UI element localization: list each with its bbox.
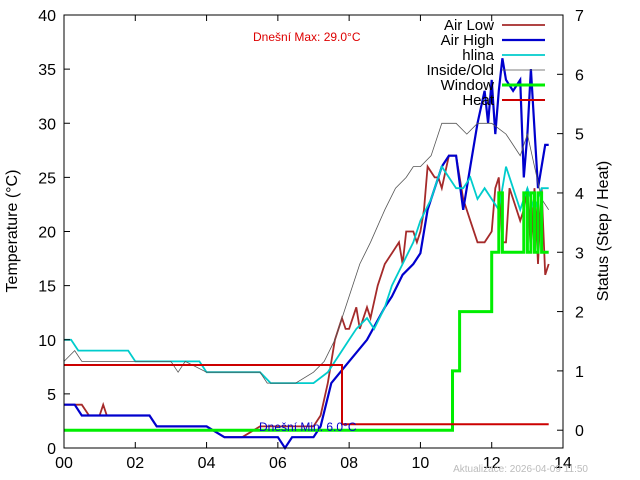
series-line-inside-old [63, 122, 550, 384]
min-temp-label: Dnešní Min: 6.0°C [259, 420, 357, 434]
x-tick-label: 14 [554, 455, 572, 472]
max-temp-label: Dnešní Max: 29.0°C [253, 30, 361, 44]
y-tick-label: 10 [38, 333, 56, 350]
x-tick-label: 12 [483, 455, 501, 472]
x-tick-label: 08 [340, 455, 358, 472]
update-timestamp: Aktualizace: 2026-04-09 11:50 [453, 464, 588, 475]
y-tick-label: 30 [38, 116, 56, 133]
y-tick-label: 5 [47, 387, 56, 404]
legend-label-inside-old: Inside/Old [426, 62, 494, 79]
y2-tick-label: 5 [575, 127, 584, 144]
y-tick-label: 35 [38, 62, 56, 79]
y-tick-label: 25 [38, 170, 56, 187]
y2-tick-label: 3 [575, 245, 584, 262]
series-line-heat [64, 364, 549, 426]
legend-label-air-high: Air High [441, 32, 494, 49]
x-tick-label: 10 [412, 455, 430, 472]
y2-tick-label: 2 [575, 305, 584, 322]
series-line-window [64, 191, 549, 432]
x-tick-label: 04 [198, 455, 216, 472]
y2-tick-label: 6 [575, 67, 584, 84]
y2-tick-label: 7 [575, 8, 584, 25]
legend-label-hlina: hlina [462, 47, 494, 64]
y-tick-label: 15 [38, 279, 56, 296]
legend-label-air-low: Air Low [444, 17, 494, 34]
series-layer [63, 58, 550, 451]
y-tick-label: 40 [38, 8, 56, 25]
legend-label-heat: Heat [462, 92, 495, 109]
y-tick-label: 0 [47, 441, 56, 458]
x-tick-label: 02 [126, 455, 144, 472]
x-tick-label: 06 [269, 455, 287, 472]
y2-tick-label: 4 [575, 186, 584, 203]
x-tick-label: 00 [55, 455, 73, 472]
y2-tick-label: 1 [575, 364, 584, 381]
y2-axis-title: Status (Step / Heat) [595, 161, 612, 302]
legend-label-window: Window [441, 77, 495, 94]
y2-tick-label: 0 [575, 423, 584, 440]
y-tick-label: 20 [38, 225, 56, 242]
y-axis-title: Temperature (°C) [4, 170, 21, 293]
